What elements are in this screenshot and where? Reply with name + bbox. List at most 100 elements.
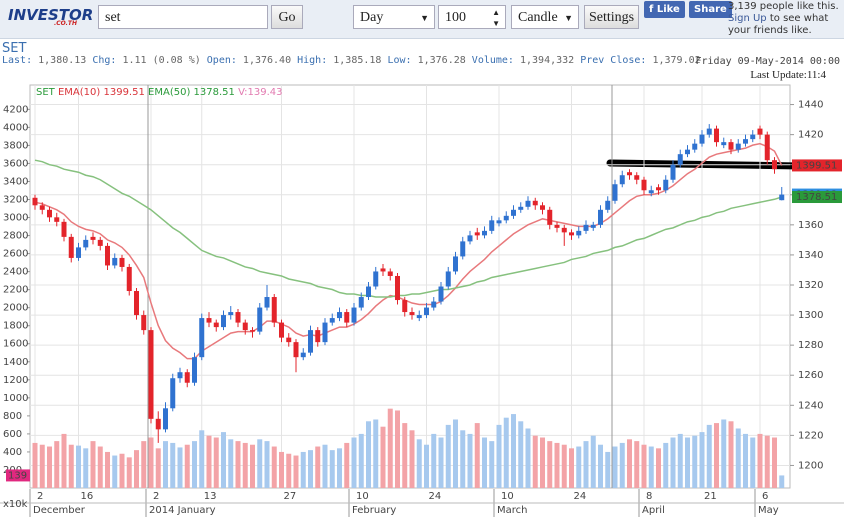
volume-bar [409,430,415,488]
volume-bar [431,433,437,488]
candle-body [728,142,734,150]
candle-body [576,230,582,236]
candle-body [83,239,89,248]
candle-body [554,224,560,228]
candle-body [271,297,277,323]
volume-bar [547,441,553,488]
candle-body [112,257,118,266]
candle-body [293,342,299,358]
toolbar: INVESTOR .CO.TH set Go Day ▼ 100 ▲ ▼ Candle ▼… [0,0,844,39]
candle-body [569,232,574,236]
candle-body [170,378,176,409]
volume-tick-label: 2800 [3,231,28,242]
x-tick-label: 13 [204,491,217,502]
candle-body [192,357,197,383]
volume-tick-label: 400 [3,447,22,458]
volume-tick-label: 3600 [3,158,28,169]
volume-tag: 139 [8,470,27,481]
volume-bar [706,424,712,488]
volume-bar [206,435,212,488]
count-input[interactable]: 100 ▲ ▼ [438,5,506,29]
volume-bar [76,445,81,488]
volume-bar [619,442,625,488]
ema10-tag: 1399.51 [796,160,837,171]
volume-bar [112,455,118,488]
volume-bar [329,450,335,488]
field-label: Low: [387,55,412,66]
x-tick-label: 2 [37,491,43,502]
style-select[interactable]: Candle ▼ [511,5,579,29]
logo[interactable]: INVESTOR .CO.TH [8,6,93,27]
x-tick-label: 2 [153,491,159,502]
month-label: December [33,505,86,516]
candle-body [90,236,96,240]
search-input[interactable]: set [98,5,268,29]
volume-bar [228,439,234,488]
period-select[interactable]: Day ▼ [353,5,435,29]
field-label: Prev Close: [580,55,647,66]
y-tick-label: 1420 [798,130,823,141]
candle-body [54,217,60,222]
volume-bar [416,439,422,488]
volume-bar [54,441,60,488]
volume-tick-label: 800 [3,411,22,422]
volume-bar [199,430,205,488]
candle-body [380,268,386,272]
count: 100 [445,10,466,25]
candle-body [184,372,190,383]
volume-tick-label: 3000 [3,213,28,224]
volume-tick-label: 1400 [3,357,28,368]
candle-body [699,134,705,144]
candle-body [714,128,719,143]
field-value: 1,376.28 [417,55,466,66]
like-button[interactable]: f Like [644,1,685,18]
x-tick-label: 16 [81,491,94,502]
candle-body [300,352,306,358]
volume-bar [242,442,248,488]
logo-domain: .CO.TH [54,20,78,27]
volume-bar [83,448,89,488]
x-tick-label: 24 [429,491,442,502]
volume-bar [105,451,110,488]
candle-body [532,200,538,206]
volume-bar [503,417,509,488]
volume-tick-label: 600 [3,429,22,440]
candle-body [134,291,139,316]
volume-bar [532,435,538,488]
volume-unit: x10k [3,499,28,510]
volume-bar [735,428,741,488]
volume-tag-box [6,469,30,482]
volume-bar [474,423,480,488]
candle-body [329,318,335,323]
candle-body [242,322,248,331]
volume-bar [482,437,487,488]
candle-body [373,271,379,287]
logo-text: INVESTOR [8,6,94,24]
legend: SET EMA(10) 1399.51 EMA(50) 1378.51 V:13… [36,87,282,98]
volume-bar [757,433,763,488]
quote-date: Friday 09-May-2014 00:00 [695,56,841,67]
candle-body [489,220,495,231]
candle-body [47,209,52,218]
share-button[interactable]: Share [689,1,732,18]
candle-body [627,172,632,176]
field-value: 1,385.18 [333,55,382,66]
volume-bar [39,444,45,488]
ema10-tag-box [792,159,842,172]
candle-body [743,139,748,144]
signup-link[interactable]: Sign Up [728,13,767,24]
volume-bar [32,442,38,488]
candle-body [518,206,524,210]
legend-volume: V:139.43 [238,87,282,98]
y-tick-label: 1280 [798,340,823,351]
quote-name: SET [2,41,27,56]
settings-button[interactable]: Settings [584,5,639,29]
volume-bar [395,410,400,488]
volume-bar [257,439,263,488]
quote-line: Last: 1,380.13 Chg: 1.11 (0.08 %) Open: … [2,55,701,66]
volume-bar [148,437,154,488]
y-tick-label: 1320 [798,280,823,291]
volume-bar [286,453,292,488]
go-button[interactable]: Go [271,5,303,29]
